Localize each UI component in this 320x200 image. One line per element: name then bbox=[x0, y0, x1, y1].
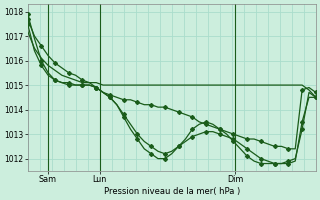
X-axis label: Pression niveau de la mer( hPa ): Pression niveau de la mer( hPa ) bbox=[104, 187, 240, 196]
